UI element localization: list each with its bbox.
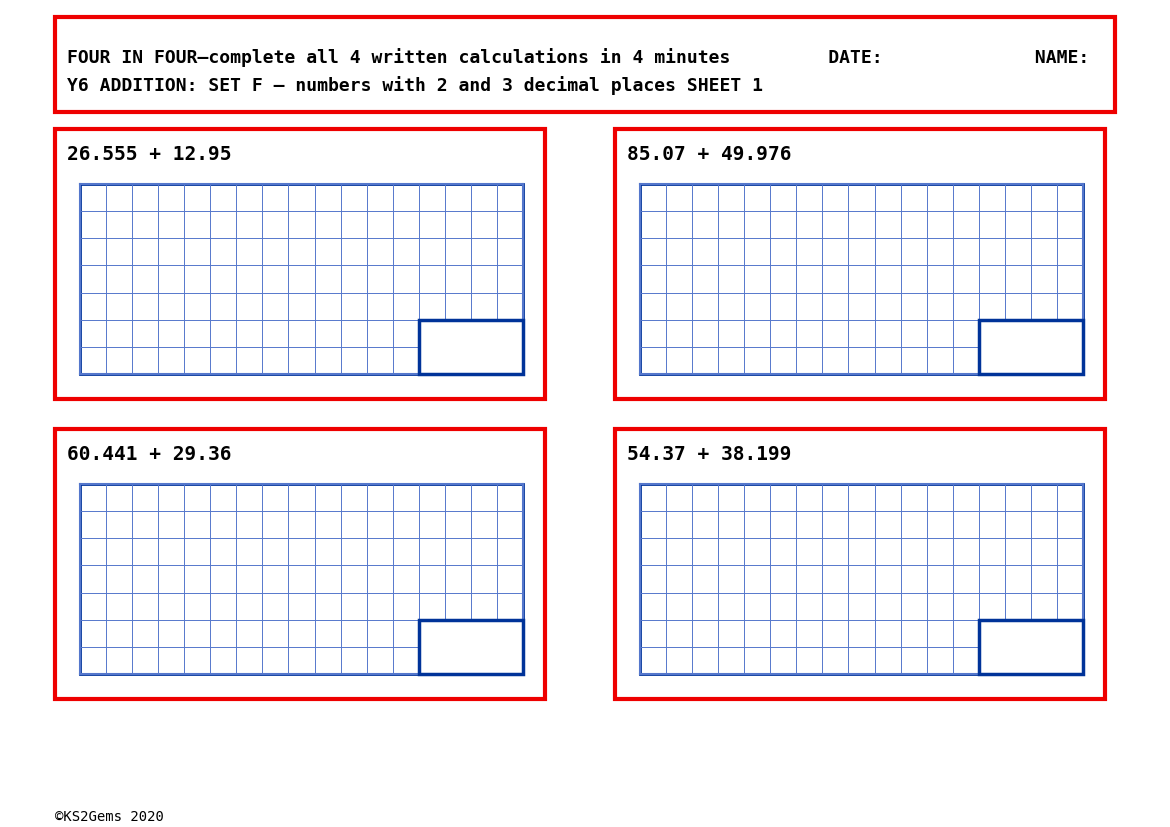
Bar xyxy=(979,620,1083,674)
Bar xyxy=(419,620,523,674)
Text: 85.07 + 49.976: 85.07 + 49.976 xyxy=(627,145,791,164)
Text: 54.37 + 38.199: 54.37 + 38.199 xyxy=(627,444,791,463)
Bar xyxy=(615,429,1104,699)
Bar xyxy=(640,485,1083,674)
Bar xyxy=(55,18,1115,112)
Bar xyxy=(55,130,545,399)
Bar xyxy=(979,320,1083,375)
Text: FOUR IN FOUR—complete all 4 written calculations in 4 minutes         DATE:     : FOUR IN FOUR—complete all 4 written calc… xyxy=(67,48,1089,67)
Bar xyxy=(55,429,545,699)
Text: Y6 ADDITION: SET F — numbers with 2 and 3 decimal places SHEET 1: Y6 ADDITION: SET F — numbers with 2 and … xyxy=(67,76,763,95)
Text: 60.441 + 29.36: 60.441 + 29.36 xyxy=(67,444,232,463)
Bar xyxy=(640,184,1083,375)
Bar xyxy=(615,130,1104,399)
Bar xyxy=(80,485,523,674)
Bar xyxy=(419,320,523,375)
Text: ©KS2Gems 2020: ©KS2Gems 2020 xyxy=(55,809,164,823)
Text: 26.555 + 12.95: 26.555 + 12.95 xyxy=(67,145,232,164)
Bar xyxy=(80,184,523,375)
